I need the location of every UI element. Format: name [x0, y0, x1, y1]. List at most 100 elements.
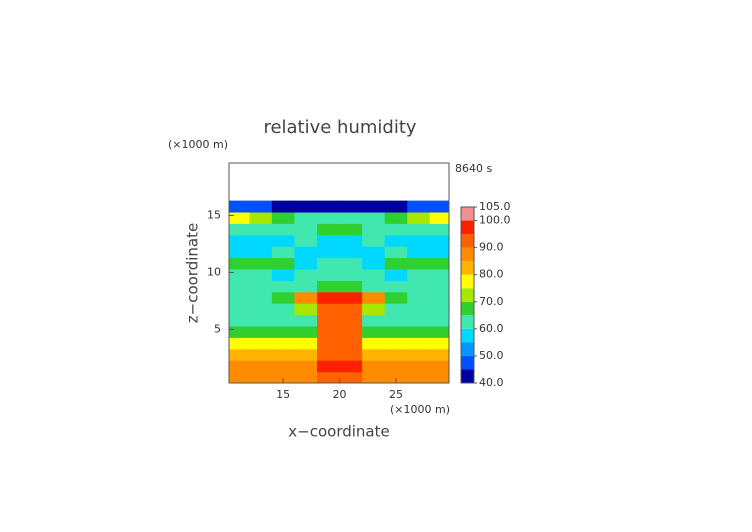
field-cell: [407, 269, 431, 281]
field-cell: [362, 291, 386, 304]
colorbar-tick-label: 70.0: [479, 295, 504, 308]
field-cell: [339, 314, 363, 327]
colorbar-swatch: [461, 369, 474, 383]
field-cell: [317, 360, 341, 373]
y-tick-label: 10: [207, 265, 221, 278]
field-cell: [317, 348, 341, 361]
field-cell: [229, 337, 250, 350]
colorbar-swatch: [461, 288, 474, 302]
field-cell: [407, 348, 431, 361]
field-cell: [362, 348, 386, 361]
colorbar-swatch: [461, 220, 474, 235]
field-cell: [317, 371, 341, 383]
field: [229, 200, 449, 383]
field-cell: [317, 291, 341, 304]
field-cell: [384, 337, 408, 350]
field-cell: [294, 360, 318, 373]
field-cell: [317, 280, 341, 293]
field-cell: [384, 371, 408, 383]
field-cell: [429, 360, 449, 373]
field-cell: [294, 223, 318, 236]
field-cell: [429, 257, 449, 270]
x-tick-label: 25: [389, 388, 403, 401]
field-cell: [249, 200, 273, 213]
field-cell: [317, 303, 341, 316]
field-cell: [407, 223, 431, 236]
field-cell: [362, 371, 386, 383]
field-cell: [429, 246, 449, 259]
field-cell: [317, 257, 341, 270]
field-cell: [407, 280, 431, 293]
field-cell: [384, 314, 408, 327]
colorbar-tick-label: 105.0: [479, 200, 511, 213]
field-cell: [362, 280, 386, 293]
field-cell: [407, 326, 431, 338]
field-cell: [271, 360, 295, 373]
field-cell: [249, 257, 273, 270]
field-cell: [271, 200, 295, 213]
field-cell: [294, 348, 318, 361]
field-cell: [294, 337, 318, 350]
y-tick-label: 15: [207, 208, 221, 221]
field-cell: [384, 246, 408, 259]
plot-frame: [228, 162, 450, 384]
field-cell: [317, 223, 341, 236]
field-cell: [429, 280, 449, 293]
field-cell: [384, 280, 408, 293]
field-cell: [362, 269, 386, 281]
field-cell: [339, 234, 363, 247]
field-cell: [362, 257, 386, 270]
field-cell: [249, 326, 273, 338]
field-cell: [429, 371, 449, 383]
field-cell: [249, 234, 273, 247]
field-cell: [407, 360, 431, 373]
colorbar-swatch: [461, 355, 474, 370]
field-cell: [429, 326, 449, 338]
x-tick-label: 20: [333, 388, 347, 401]
field-cell: [429, 223, 449, 236]
x-unit: (×1000 m): [390, 403, 450, 416]
field-cell: [294, 200, 318, 213]
field-cell: [249, 360, 273, 373]
field-cell: [271, 326, 295, 338]
colorbar-swatch: [461, 234, 474, 248]
field-cell: [229, 291, 250, 304]
field-cell: [407, 234, 431, 247]
field-cell: [384, 257, 408, 270]
field-cell: [362, 223, 386, 236]
field-cell: [317, 200, 341, 213]
field-cell: [339, 371, 363, 383]
field-cell: [249, 303, 273, 316]
field-cell: [271, 234, 295, 247]
colorbar-swatch: [461, 328, 474, 343]
colorbar-swatch: [461, 301, 474, 316]
field-cell: [271, 257, 295, 270]
field-cell: [429, 303, 449, 316]
field-cell: [294, 246, 318, 259]
field-cell: [317, 269, 341, 281]
field-cell: [407, 257, 431, 270]
field-cell: [429, 234, 449, 247]
colorbar-tick-label: 60.0: [479, 322, 504, 335]
colorbar-swatch: [461, 342, 474, 356]
field-cell: [294, 303, 318, 316]
field-cell: [339, 257, 363, 270]
field-cell: [407, 291, 431, 304]
field-cell: [362, 337, 386, 350]
y-unit: (×1000 m): [168, 138, 228, 151]
field-cell: [249, 280, 273, 293]
field-cell: [407, 200, 431, 213]
field-cell: [384, 200, 408, 213]
field-cell: [429, 212, 449, 224]
field-cell: [294, 291, 318, 304]
colorbar-tick-label: 40.0: [479, 376, 504, 389]
field-cell: [429, 337, 449, 350]
field-cell: [229, 246, 250, 259]
field-cell: [229, 326, 250, 338]
colorbar-tick-label: 90.0: [479, 241, 504, 254]
x-axis-label: x−coordinate: [288, 423, 389, 441]
field-cell: [229, 234, 250, 247]
field-cell: [229, 314, 250, 327]
